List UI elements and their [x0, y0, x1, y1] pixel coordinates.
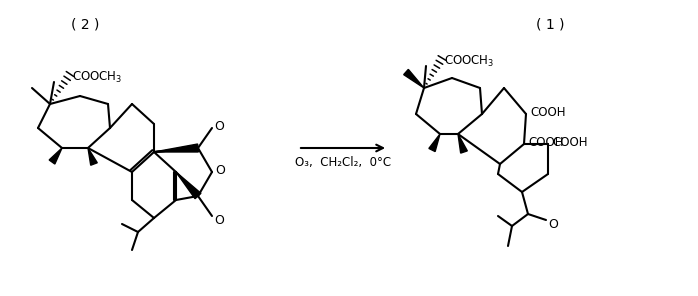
Text: O: O — [215, 163, 225, 176]
Text: COOH: COOH — [528, 136, 563, 149]
Polygon shape — [154, 144, 198, 152]
Text: COOCH$_3$: COOCH$_3$ — [72, 70, 122, 85]
Text: O: O — [548, 218, 558, 231]
Polygon shape — [458, 134, 468, 153]
Text: O: O — [214, 213, 224, 226]
Text: COOH: COOH — [530, 105, 565, 118]
Polygon shape — [176, 172, 201, 199]
Text: ( 1 ): ( 1 ) — [536, 17, 564, 31]
Polygon shape — [88, 148, 97, 165]
Text: O: O — [214, 120, 224, 133]
Text: COOH: COOH — [552, 136, 588, 149]
Polygon shape — [49, 148, 62, 164]
Polygon shape — [429, 134, 440, 152]
Text: COOCH$_3$: COOCH$_3$ — [444, 54, 494, 69]
Text: O₃,  CH₂Cl₂,  0°C: O₃, CH₂Cl₂, 0°C — [295, 155, 391, 168]
Polygon shape — [403, 69, 424, 88]
Text: ( 2 ): ( 2 ) — [70, 17, 99, 31]
